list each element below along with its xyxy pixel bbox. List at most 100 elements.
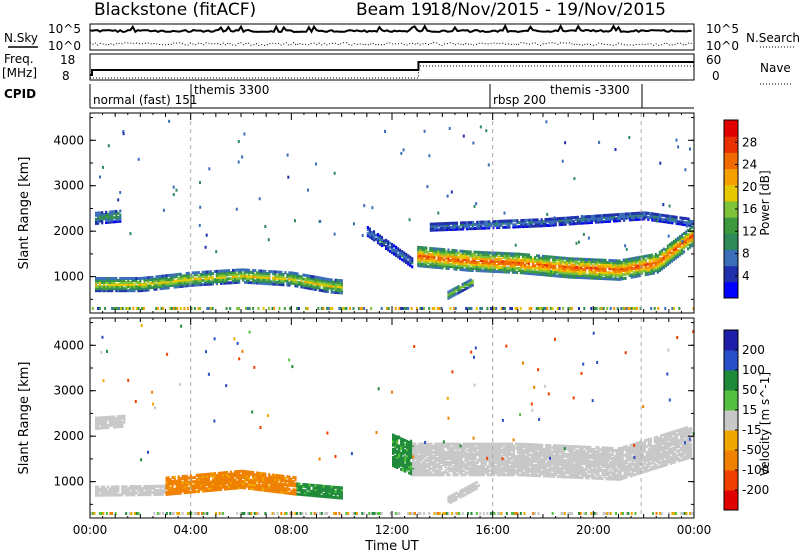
echo-cell	[229, 480, 233, 484]
echo-cell	[422, 444, 425, 448]
echo-cell	[452, 442, 455, 446]
echo-cell	[286, 485, 289, 489]
echo-cell	[542, 256, 545, 260]
echo-cell	[155, 484, 158, 488]
echo-cell	[419, 264, 422, 268]
echo-cell	[483, 269, 486, 273]
echo-cell	[262, 472, 265, 476]
echo-cell	[392, 462, 395, 466]
echo-cell	[401, 252, 404, 256]
echo-cell	[304, 284, 307, 288]
echo-cell	[366, 232, 369, 236]
echo-cell	[501, 264, 504, 268]
echo-cell	[416, 446, 419, 450]
echo-cell	[564, 275, 567, 279]
echo-cell	[444, 463, 447, 467]
echo-cell	[169, 273, 172, 277]
echo-cell	[157, 488, 160, 492]
echo-cell	[183, 489, 186, 493]
echo-cell	[382, 243, 386, 247]
echo-cell	[622, 264, 625, 268]
echo-cell	[625, 214, 628, 218]
echo-cell	[626, 266, 629, 270]
echo-cell	[646, 266, 649, 270]
echo-cell	[205, 272, 208, 276]
echo-cell	[256, 471, 259, 475]
echo-cell	[671, 221, 674, 225]
echo-cell	[580, 276, 583, 280]
echo-cell	[300, 484, 303, 488]
echo-cell	[588, 262, 591, 266]
echo-cell	[572, 257, 575, 261]
echo-cell	[119, 417, 122, 420]
echo-cell	[482, 452, 485, 456]
echo-cell	[326, 485, 329, 489]
echo-cell	[177, 483, 180, 487]
echo-cell	[177, 281, 180, 285]
echo-cell	[639, 213, 642, 217]
echo-cell	[147, 487, 150, 490]
echo-cell	[264, 271, 267, 275]
echo-cell	[430, 444, 433, 448]
echo-cell	[334, 490, 337, 493]
echo-cell	[203, 489, 206, 493]
echo-cell	[414, 457, 417, 460]
echo-cell	[497, 251, 500, 255]
echo-cell	[509, 260, 512, 264]
nsky-panel	[89, 23, 695, 51]
echo-cell	[558, 223, 561, 227]
echo-cell	[177, 481, 180, 485]
echo-cell	[101, 491, 104, 495]
echo-cell	[125, 281, 128, 284]
echo-cell	[201, 485, 204, 489]
echo-cell	[215, 250, 218, 254]
echo-cell	[580, 265, 583, 269]
echo-cell	[115, 417, 118, 421]
echo-cell	[525, 253, 529, 257]
echo-cell	[314, 484, 317, 487]
echo-cell	[157, 283, 160, 287]
echo-cell	[169, 488, 172, 492]
echo-cell	[101, 422, 104, 426]
echo-cell	[631, 216, 634, 220]
echo-cell	[583, 307, 586, 310]
echo-cell	[467, 250, 470, 254]
echo-cell	[95, 217, 98, 221]
echo-cell	[425, 248, 428, 252]
echo-cell	[181, 477, 184, 481]
echo-cell	[185, 280, 188, 284]
echo-cell	[128, 307, 131, 310]
echo-cell	[513, 264, 516, 268]
echo-cell	[395, 245, 398, 249]
echo-cell	[588, 276, 591, 280]
echo-cell	[620, 271, 623, 275]
echo-cell	[548, 261, 551, 265]
echo-cell	[312, 488, 315, 491]
echo-cell	[201, 475, 204, 479]
echo-cell	[225, 471, 229, 474]
echo-cell	[665, 218, 668, 222]
echo-cell	[427, 250, 430, 254]
echo-cell	[522, 444, 526, 448]
echo-cell	[414, 442, 417, 446]
echo-cell	[438, 467, 441, 471]
echo-cell	[488, 454, 491, 458]
echo-cell	[418, 465, 421, 469]
echo-cell	[678, 239, 682, 243]
echo-cell	[392, 458, 395, 462]
echo-cell	[231, 281, 235, 285]
echo-cell	[117, 493, 120, 497]
echo-cell	[215, 280, 218, 284]
echo-cell	[209, 480, 212, 484]
echo-cell	[434, 448, 437, 452]
echo-cell	[422, 473, 425, 477]
echo-cell	[441, 258, 444, 262]
echo-cell	[554, 217, 557, 221]
echo-cell	[669, 217, 672, 220]
echo-cell	[622, 269, 625, 272]
echo-cell	[416, 469, 419, 473]
echo-cell	[101, 213, 104, 217]
echo-cell	[314, 486, 317, 490]
echo-cell	[107, 287, 110, 291]
echo-cell	[570, 259, 573, 263]
